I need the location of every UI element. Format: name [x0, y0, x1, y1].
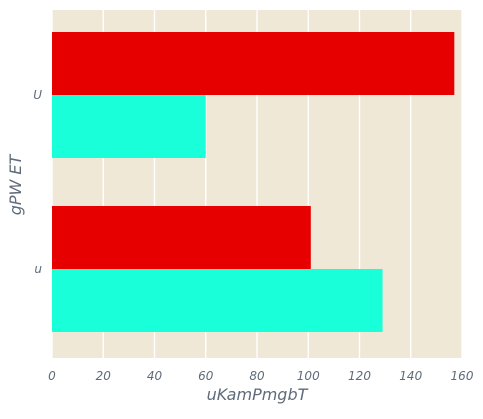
y-axis-label: gPW ET [6, 153, 25, 215]
x-tick-label-6: 120 [348, 369, 371, 383]
bars [52, 32, 455, 332]
x-tick-label-0: 0 [48, 369, 56, 383]
x-tick-labels: 0 20 40 60 80 100 120 140 160 [48, 369, 474, 383]
x-tick-label-7: 140 [399, 369, 422, 383]
bar-u-series-1 [52, 269, 383, 332]
bar-U-series-0 [52, 32, 455, 95]
bar-u-series-0 [52, 206, 311, 269]
bar-U-series-1 [52, 95, 206, 158]
x-tick-label-8: 160 [451, 369, 474, 383]
x-tick-label-4: 80 [249, 369, 265, 383]
x-tick-label-1: 20 [96, 369, 112, 383]
x-tick-label-5: 100 [297, 369, 320, 383]
y-tick-label-1: u [34, 262, 42, 276]
x-tick-label-3: 60 [198, 369, 214, 383]
x-axis-label: uKamPmgbT [207, 385, 309, 404]
x-tick-label-2: 40 [147, 369, 163, 383]
y-tick-label-0: U [33, 88, 42, 102]
y-tick-labels: Uu [33, 88, 42, 276]
